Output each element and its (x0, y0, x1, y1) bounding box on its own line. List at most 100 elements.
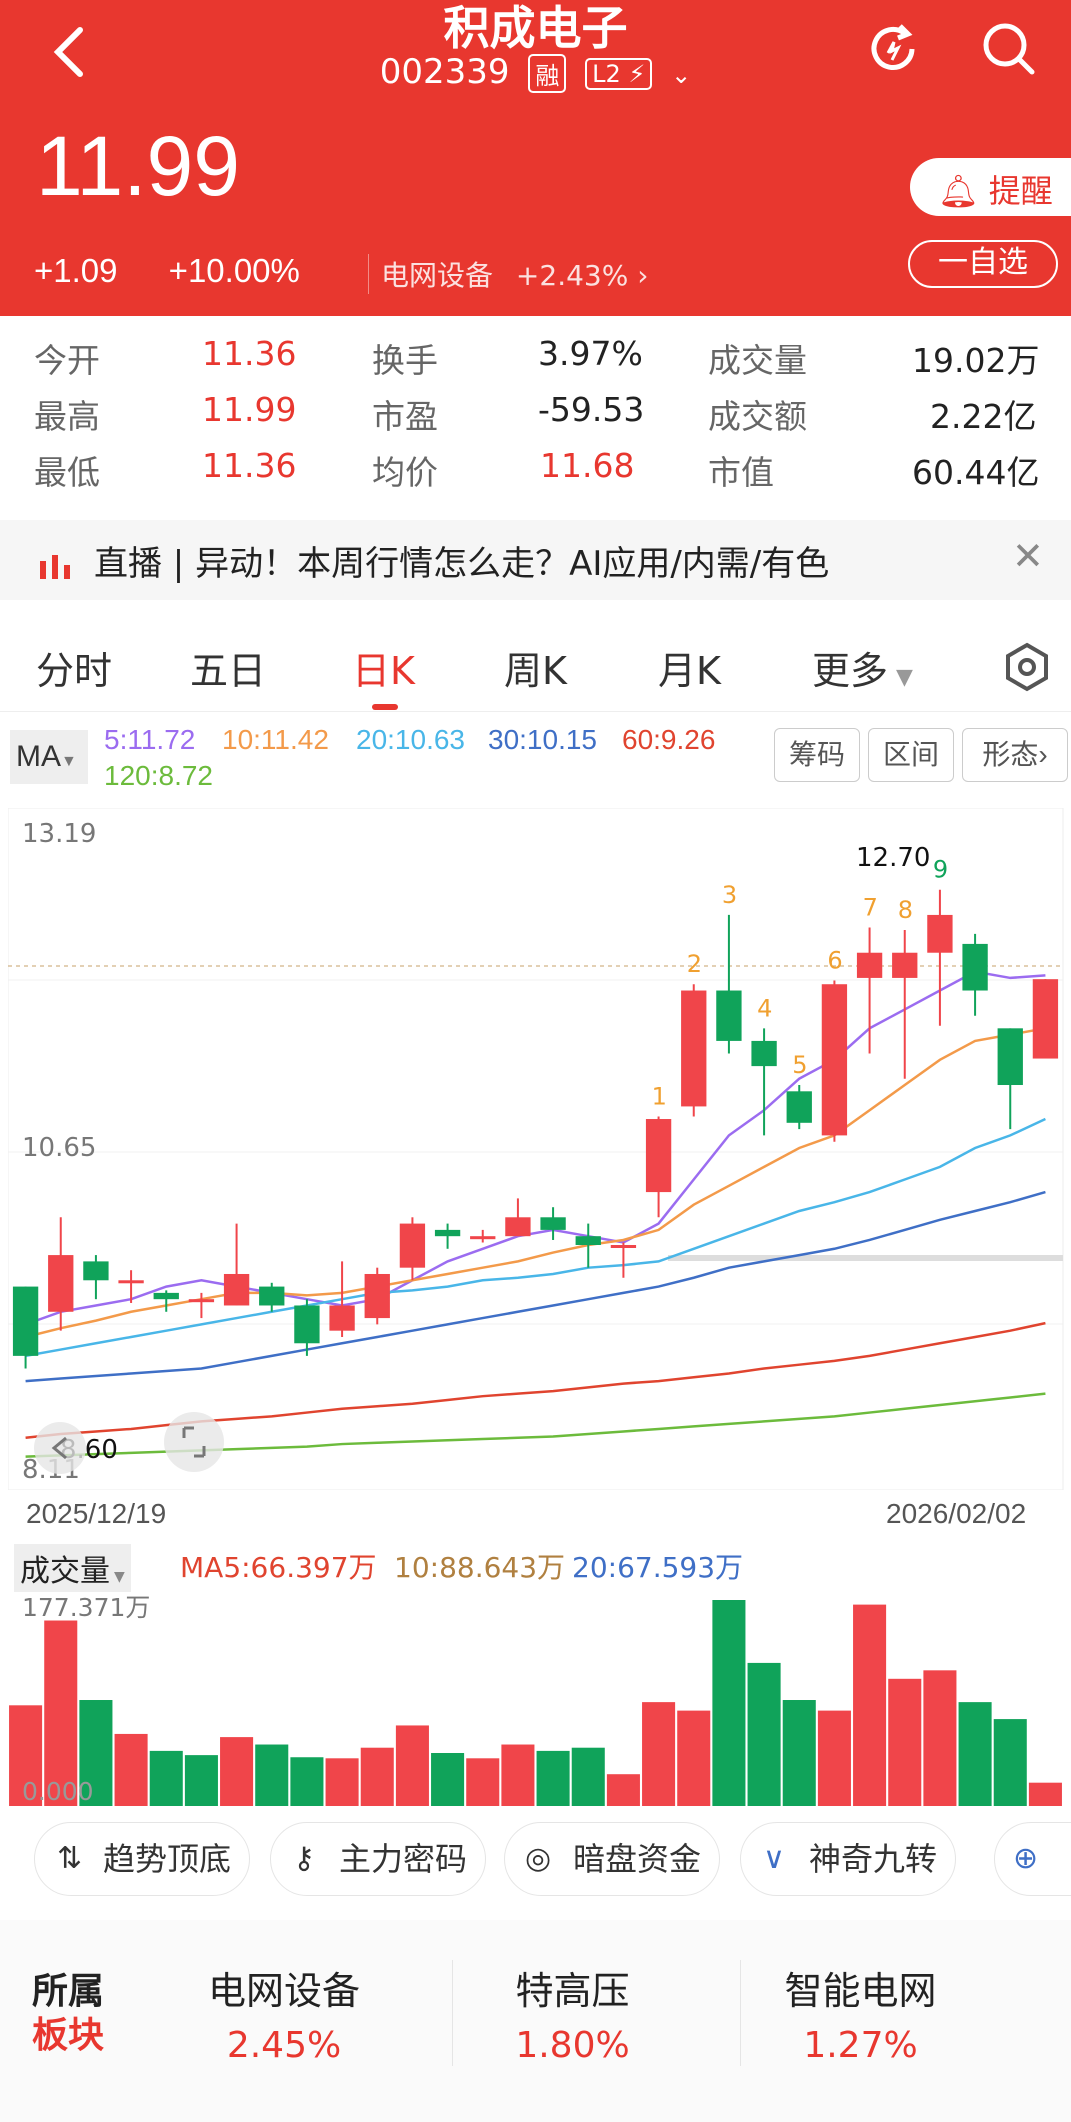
caret-down-icon: ▼ (896, 665, 913, 690)
dark-pool-button[interactable]: ◎ 暗盘资金 (504, 1822, 720, 1896)
volume-bar (782, 1700, 816, 1806)
candle (153, 1290, 179, 1312)
sector-link[interactable]: 电网设备 +2.43% › (368, 254, 648, 294)
live-banner[interactable]: 直播 | 异动！本周行情怎么走？AI应用/内需/有色 ✕ (0, 520, 1071, 600)
fullscreen-icon[interactable] (164, 1412, 224, 1472)
checkmark-v-icon: ∨ (763, 1841, 785, 1876)
search-icon[interactable] (978, 18, 1040, 80)
volume-bar (958, 1702, 992, 1806)
trend-top-bottom-label: 趋势顶底 (103, 1840, 232, 1878)
ma-selector[interactable]: MA▼ (10, 730, 88, 784)
pattern-label: 形态 (982, 739, 1039, 770)
volume-bar (325, 1758, 359, 1806)
nine-turn-label: 8 (898, 896, 913, 924)
change-amount: +1.09 (34, 252, 118, 289)
l2-badge: L2 ⚡ (585, 57, 653, 90)
candle (540, 1207, 566, 1240)
ma120-value: 120:8.72 (104, 760, 213, 791)
tab-monthly-k[interactable]: 月K (658, 649, 721, 693)
candle (188, 1292, 215, 1319)
trend-top-bottom-button[interactable]: ⇅ 趋势顶底 (34, 1822, 250, 1896)
candle (892, 930, 918, 1079)
stock-code: 002339 (379, 52, 510, 92)
volume-selector-label: 成交量 (20, 1554, 110, 1589)
sector-title: 所属 板块 (32, 1970, 104, 2058)
caret-down-icon: ▼ (61, 753, 77, 770)
ma10-value: 10:11.42 (222, 724, 329, 755)
sector-name: 电网设备 (381, 259, 494, 292)
nine-turn-label: 4 (757, 994, 772, 1022)
volume-bar (431, 1753, 465, 1806)
volume-bar (993, 1719, 1027, 1806)
open-value: 11.36 (202, 334, 297, 373)
volume-bar (149, 1750, 183, 1806)
magic-nine-button[interactable]: ∨ 神奇九转 (740, 1822, 956, 1896)
candle (856, 927, 883, 1054)
volume-bar (712, 1600, 746, 1806)
turnover-label: 换手 (372, 341, 438, 380)
tab-intraday[interactable]: 分时 (36, 649, 113, 693)
period-tabs: 分时 五日 日K 周K 月K 更多 ▼ (0, 622, 1071, 712)
candle (821, 980, 848, 1142)
more-indicator-button[interactable]: ⊕ (994, 1822, 1071, 1896)
chevron-right-icon: › (1038, 739, 1048, 770)
volume-ma20: 20:67.593万 (572, 1551, 744, 1584)
sector-change: +2.43% (515, 259, 629, 292)
volume-bar (466, 1758, 500, 1806)
candle (645, 1116, 672, 1218)
end-date: 2026/02/02 (886, 1498, 1027, 1529)
chevron-right-icon: › (637, 259, 649, 292)
candle (751, 1028, 777, 1136)
main-force-button[interactable]: ⚷ 主力密码 (270, 1822, 486, 1896)
nine-turn-label: 6 (827, 946, 842, 974)
candle (294, 1299, 320, 1356)
volume-bar (571, 1747, 605, 1806)
pattern-button[interactable]: 形态› (962, 728, 1068, 782)
key-icon: ⚷ (293, 1841, 315, 1876)
sort-arrows-icon: ⇅ (57, 1841, 83, 1876)
nine-turn-label: 7 (863, 894, 878, 922)
stock-code-row[interactable]: 002339 融 L2 ⚡ ⌄ (0, 52, 1071, 93)
prev-arrow-icon[interactable] (34, 1422, 86, 1474)
back-icon[interactable] (50, 22, 90, 91)
volume-bar (606, 1774, 640, 1806)
stock-name: 积成电子 (443, 1, 628, 55)
refresh-icon[interactable] (862, 18, 924, 80)
volume-bar (395, 1725, 429, 1806)
sector-card[interactable]: 电网设备 2.45% (164, 1960, 404, 2066)
tab-more[interactable]: 更多 ▼ (812, 640, 913, 695)
nine-turn-label: 5 (792, 1051, 807, 1079)
volume-bar (501, 1744, 535, 1806)
volume-bar (747, 1662, 781, 1806)
close-icon[interactable]: ✕ (1012, 534, 1044, 578)
magic-nine-label: 神奇九转 (809, 1840, 938, 1878)
ma-legend-row: MA▼ 5:11.72 10:11.42 20:10.63 30:10.15 6… (0, 720, 1071, 805)
volume-bar (255, 1744, 289, 1806)
ma60-value: 60:9.26 (622, 724, 716, 755)
settings-hex-icon[interactable] (1004, 642, 1050, 696)
chips-button[interactable]: 筹码 (774, 728, 860, 782)
alert-button[interactable]: 🔔︎ 提醒 (910, 158, 1071, 216)
tab-weekly-k[interactable]: 周K (504, 649, 567, 693)
volume-selector[interactable]: 成交量 ▼ (14, 1544, 131, 1592)
indicator-shortcuts: ⇅ 趋势顶底 ⚷ 主力密码 ◎ 暗盘资金 ∨ 神奇九转 ⊕ (0, 1822, 1071, 1902)
volume-bar (220, 1737, 254, 1806)
bell-icon: 🔔︎ (938, 172, 979, 210)
watchlist-button[interactable]: 一自选 (908, 240, 1058, 288)
range-button[interactable]: 区间 (868, 728, 954, 782)
candle (681, 984, 707, 1117)
sector-card[interactable]: 智能电网 1.27% (740, 1960, 980, 2066)
volume-chart[interactable]: 177.371万 0.000 (8, 1596, 1071, 1806)
nine-turn-label: 3 (722, 881, 737, 909)
ma20-line (25, 1117, 1046, 1358)
sector-card[interactable]: 特高压 1.80% (452, 1960, 692, 2066)
pe-value: -59.53 (538, 390, 645, 429)
sector-card-pct: 1.27% (803, 2025, 918, 2066)
chevron-down-icon[interactable]: ⌄ (671, 61, 692, 89)
candle (48, 1217, 74, 1331)
dark-pool-label: 暗盘资金 (573, 1840, 702, 1878)
tab-five-day[interactable]: 五日 (190, 649, 267, 693)
tab-daily-k[interactable]: 日K (352, 649, 415, 693)
open-label: 今开 (34, 341, 100, 380)
